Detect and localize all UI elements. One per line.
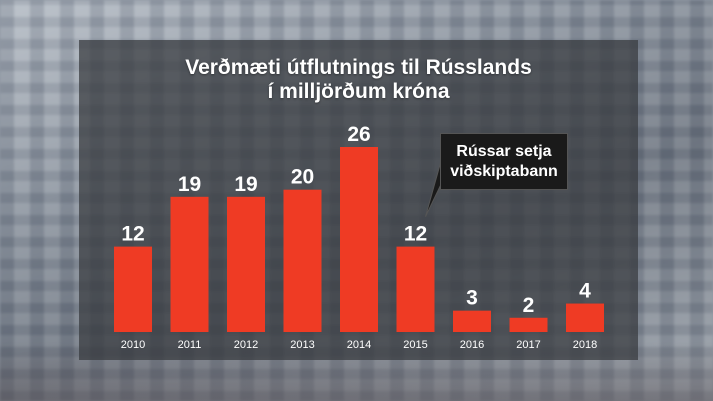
bar-2013 (283, 189, 322, 332)
chart-panel: Verðmæti útflutnings til Rússlands í mil… (79, 40, 638, 360)
data-label-2013: 20 (291, 166, 314, 189)
bar-2016 (453, 310, 491, 332)
x-tick-2016: 2016 (460, 339, 484, 351)
chart-title: Verðmæti útflutnings til Rússlands í mil… (79, 56, 638, 104)
data-label-2010: 12 (121, 223, 144, 246)
data-label-2016: 3 (466, 287, 478, 310)
x-tick-2017: 2017 (516, 339, 540, 351)
bar-2011 (170, 196, 209, 332)
x-tick-2018: 2018 (573, 339, 597, 351)
bar-2012 (227, 196, 265, 332)
bar-chart: 12 2010 19 2011 19 2012 20 2013 26 2014 12 2015 3 201… (114, 123, 604, 351)
annotation-text: Rússar setja viðskiptabann (441, 142, 567, 182)
annotation-callout: Rússar setja viðskiptabann (440, 133, 568, 190)
data-label-2017: 2 (523, 294, 535, 317)
x-tick-2010: 2010 (121, 339, 145, 351)
chart-subtitle: í milljörðum króna (267, 80, 450, 103)
bar-2018 (566, 303, 604, 332)
bar-2015 (396, 246, 435, 332)
data-label-2012: 19 (234, 173, 257, 196)
x-tick-2014: 2014 (347, 339, 371, 351)
x-tick-2013: 2013 (290, 339, 314, 351)
data-label-2018: 4 (579, 280, 591, 303)
bar-2014 (340, 147, 378, 332)
chart-title-line1: Verðmæti útflutnings til Rússlands (185, 56, 532, 79)
data-label-2011: 19 (178, 173, 201, 196)
data-label-2015: 12 (404, 223, 427, 246)
annotation-line1: Rússar setja (456, 143, 552, 160)
x-tick-2011: 2011 (178, 339, 202, 351)
bar-2010 (114, 246, 152, 332)
bars-group: 12 2010 19 2011 19 2012 20 2013 26 2014 12 2015 3 201… (114, 123, 604, 351)
bar-2017 (509, 317, 548, 332)
x-tick-2012: 2012 (234, 339, 258, 351)
x-tick-2015: 2015 (403, 339, 427, 351)
data-label-2014: 26 (347, 123, 370, 146)
annotation-line2: viðskiptabann (450, 163, 558, 180)
